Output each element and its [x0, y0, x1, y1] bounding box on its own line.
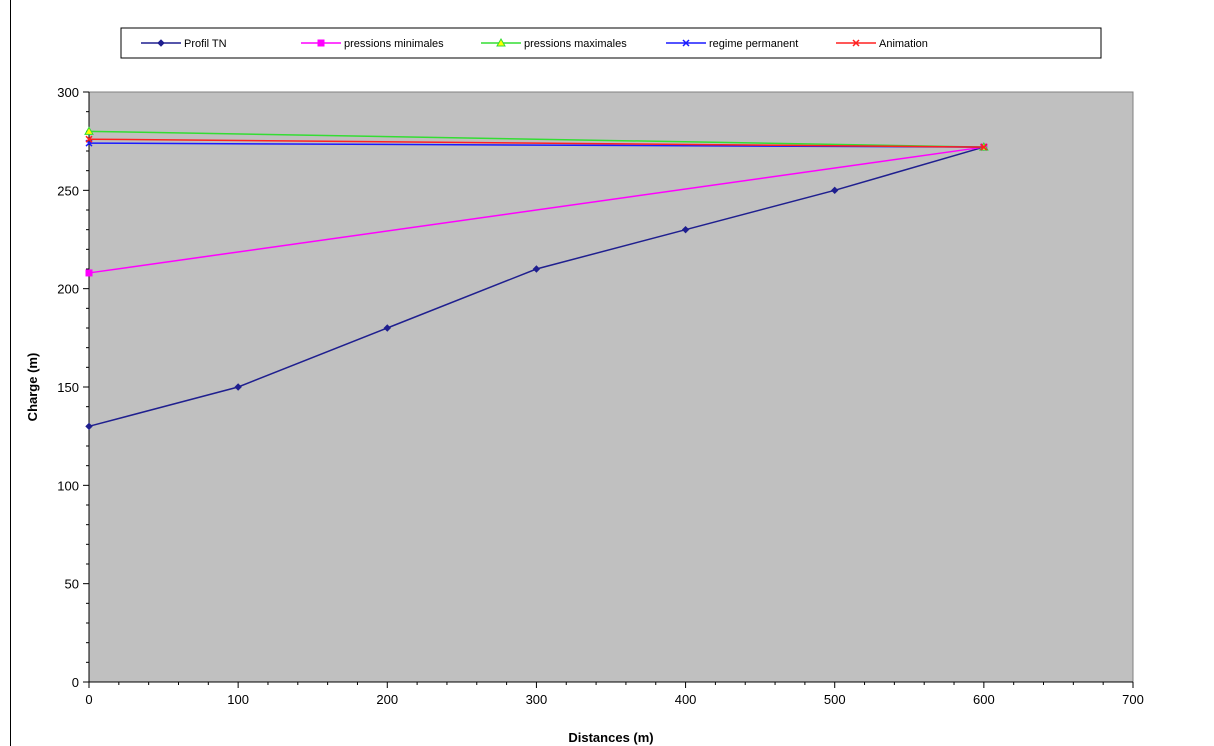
x-tick-label: 300 — [526, 692, 548, 707]
y-tick-label: 100 — [57, 478, 79, 493]
legend-label: Profil TN — [184, 38, 227, 50]
data-point — [85, 422, 93, 431]
series-layer — [84, 126, 989, 431]
legend-marker — [317, 39, 325, 47]
legend-entry: regime permanent — [666, 38, 798, 50]
x-tick-label: 400 — [675, 692, 697, 707]
legend-marker — [157, 39, 165, 47]
data-point — [85, 135, 93, 143]
legend-label: pressions minimales — [344, 38, 444, 50]
legend-label: pressions maximales — [524, 38, 627, 50]
series-line — [88, 146, 984, 274]
legend-label: regime permanent — [709, 38, 798, 50]
legend: Profil TN pressions minimales pressions ma… — [120, 27, 1102, 59]
legend-marker — [496, 37, 506, 47]
legend-entry: Animation — [836, 38, 928, 50]
y-tick-label: 300 — [57, 85, 79, 100]
series-line — [88, 138, 984, 148]
y-tick-label: 200 — [57, 282, 79, 297]
legend-entry: pressions minimales — [301, 38, 444, 50]
data-point — [831, 186, 839, 195]
chart: Profil TN pressions minimales pressions ma… — [25, 27, 1144, 745]
data-point — [84, 126, 94, 135]
legend-entry: Profil TN — [141, 38, 227, 50]
data-point — [980, 143, 988, 151]
data-point — [85, 269, 93, 277]
y-tick-label: 250 — [57, 183, 79, 198]
x-tick-label: 500 — [824, 692, 846, 707]
data-point — [234, 383, 242, 391]
legend-entry: pressions maximales — [481, 37, 627, 50]
x-tick-label: 0 — [85, 692, 92, 707]
legend-label: Animation — [879, 38, 928, 50]
chart-frame: Profil TN pressions minimales pressions ma… — [10, 0, 1214, 746]
y-axis-title: Charge (m) — [25, 353, 40, 422]
legend-marker — [682, 39, 690, 47]
axes: 0 50 100 150 200 250 300 0 100 200 300 400 500 600 700 — [57, 85, 1144, 707]
data-point — [383, 324, 391, 332]
y-tick-label: 50 — [65, 577, 79, 592]
x-tick-label: 100 — [227, 692, 249, 707]
series-4 — [85, 135, 988, 151]
legend-box — [120, 27, 1102, 59]
y-tick-label: 150 — [57, 380, 79, 395]
x-tick-label: 600 — [973, 692, 995, 707]
y-tick-label: 0 — [72, 675, 79, 690]
series-line — [88, 130, 984, 148]
plot-area — [88, 91, 1134, 683]
x-tick-label: 200 — [376, 692, 398, 707]
legend-marker — [852, 39, 860, 47]
data-point — [681, 225, 690, 234]
x-tick-label: 700 — [1122, 692, 1144, 707]
x-axis-title: Distances (m) — [568, 730, 653, 745]
data-point — [532, 265, 541, 273]
